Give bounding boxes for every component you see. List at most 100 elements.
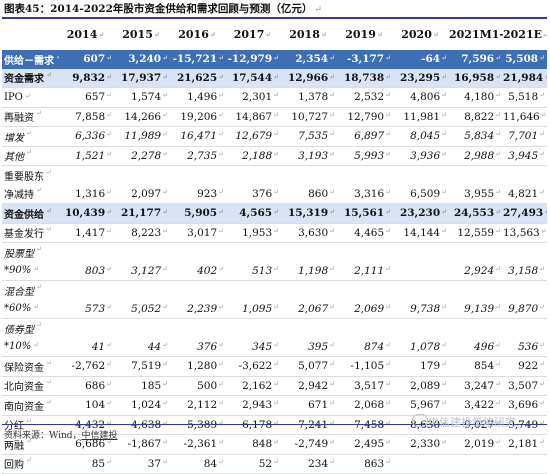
table-cell: 1,953↵	[226, 223, 281, 243]
table-cell: 1,024↵	[114, 395, 170, 416]
table-cell: 3,127↵	[114, 261, 170, 281]
table-cell: 14,867↵	[226, 107, 281, 127]
table-cell: 2,924↵	[449, 261, 503, 281]
table-row: 南向资金 ↵ 104↵ 1,024↵ 2,112↵ 2,943↵ 671↵ 2,068↵ 5,9…	[2, 395, 547, 416]
table-title: 图表45：2014-2022年股市资金供给和需求回顾与预测（亿元） ↵	[4, 3, 322, 15]
table-cell: 1,496↵	[170, 87, 226, 108]
table-cell: 607↵	[59, 50, 114, 69]
table-cell: 3,247↵	[449, 376, 503, 396]
table-cell: 5,905↵	[170, 203, 226, 224]
watermark: 中信建投策略研究	[428, 416, 516, 429]
table-cell: -3,622↵	[226, 356, 281, 377]
column-header: 2018↵	[281, 19, 337, 50]
table-cell: 21,177↵	[114, 203, 170, 224]
table-cell: 2,301↵	[226, 87, 281, 108]
table-cell: -2,749↵	[281, 434, 337, 455]
row-label: 净减持 ↵	[2, 184, 59, 204]
table-cell	[114, 243, 170, 262]
row-label: 南向资金 ↵	[2, 395, 59, 416]
row-label: 债券型 ↵	[4, 320, 42, 336]
table-cell: 1,198↵	[281, 261, 337, 281]
table-cell	[170, 166, 226, 185]
table-cell: 536↵	[503, 337, 547, 357]
table-cell: 2,943↵	[226, 395, 281, 416]
table-cell: 496↵	[449, 337, 503, 357]
table-cell: 14,266↵	[114, 107, 170, 127]
table-cell: 4,821↵	[503, 184, 547, 204]
column-header: 2015↵	[114, 19, 170, 50]
table-cell: 12,559↵	[449, 223, 503, 243]
table-cell: 10,439↵	[59, 203, 114, 224]
table-cell: 10,727↵	[281, 107, 337, 127]
table-cell: 1,095↵	[226, 299, 281, 319]
table-cell: 104↵	[59, 395, 114, 416]
table-cell: 2,067↵	[281, 299, 337, 319]
row-label: 其他 ↵	[2, 146, 59, 166]
table-cell: 5,967↵	[393, 395, 449, 416]
table-cell: 44↵	[114, 337, 170, 357]
table-cell	[59, 243, 114, 262]
table-row: *10% ↵ 41↵ 44↵ 376↵ 345↵ 395↵ 874↵ 1,078↵ 496↵ 536…	[2, 337, 547, 357]
table-cell: 13,563↵	[503, 223, 547, 243]
header-row: 2014↵ 2015↵ 2016↵ 2017↵ 2018↵ 2019↵ 2020↵ 2021M…	[2, 19, 547, 50]
table-cell: 686↵	[59, 376, 114, 396]
table-cell: -3,177↵	[337, 50, 393, 69]
table-cell	[393, 166, 449, 185]
source-link[interactable]: 中信建投	[81, 431, 118, 441]
table-cell	[503, 454, 547, 474]
table-cell: 21,625↵	[170, 68, 226, 88]
table-cell: 4,465↵	[337, 223, 393, 243]
table-cell: 345↵	[226, 337, 281, 357]
table-cell: 7,858↵	[59, 107, 114, 127]
column-header: 2021E↵	[503, 19, 547, 50]
table-cell: 922↵	[503, 356, 547, 377]
table-cell: 8,223↵	[114, 223, 170, 243]
table-cell: -12,979↵	[226, 50, 281, 69]
table-cell: 1,521↵	[59, 146, 114, 166]
table-cell: 2,988↵	[449, 146, 503, 166]
table-row: *90% ↵ 803↵ 3,127↵ 402↵ 513↵ 1,198↵ 2,111↵ 2,924…	[2, 261, 547, 281]
table-cell: 923↵	[170, 184, 226, 204]
row-label: 资金供给 ↵	[2, 203, 59, 224]
row-label: 混合型 ↵	[4, 282, 42, 298]
table-cell: 16,471↵	[170, 126, 226, 147]
table-cell: 9,139↵	[449, 299, 503, 319]
table-cell: 860↵	[281, 184, 337, 204]
table-row: 其他 ↵ 1,521↵ 2,278↵ 2,735↵ 2,188↵ 3,193↵ 5,993↵ 3…	[2, 146, 547, 166]
table-cell: 7,535↵	[281, 126, 337, 147]
table-cell: 5,518↵	[503, 87, 547, 108]
table-cell: 4,565↵	[226, 203, 281, 224]
table-cell: 11,646↵	[503, 107, 547, 127]
table-cell: 657↵	[59, 87, 114, 108]
row-label: *10% ↵	[2, 337, 59, 357]
table-cell	[281, 281, 337, 300]
table-cell: 15,319↵	[281, 203, 337, 224]
table-row: 供给－需求 ↵ 607↵ 3,240↵ -15,721↵ -12,979↵ 2,354↵ -3…	[2, 50, 547, 69]
table-row: 资金需求 ↵ 9,832↵ 17,937↵ 21,625↵ 17,544↵ 12,966↵ 1…	[2, 68, 547, 88]
table-cell	[281, 319, 337, 338]
table-cell: 85↵	[59, 454, 114, 474]
table-cell: 2,278↵	[114, 146, 170, 166]
table-cell: 14,144↵	[393, 223, 449, 243]
table-cell: 1,378↵	[281, 87, 337, 108]
table-cell	[393, 281, 449, 300]
table-cell: 5,077↵	[281, 356, 337, 377]
table-row: *60% ↵ 573↵ 5,052↵ 2,239↵ 1,095↵ 2,067↵ 2,069↵ 9…	[2, 299, 547, 319]
table-cell: 671↵	[281, 395, 337, 416]
table-row: IPO ↵ 657↵ 1,574↵ 1,496↵ 2,301↵ 1,378↵ 2,532↵ 4,…	[2, 87, 547, 108]
table-cell: 5,508↵	[503, 50, 547, 69]
table-cell: 3,936↵	[393, 146, 449, 166]
table-cell: 848↵	[226, 434, 281, 455]
table-cell: 2,330↵	[393, 434, 449, 455]
table-cell	[337, 319, 393, 338]
table-cell: 2,188↵	[226, 146, 281, 166]
table-cell: 1,574↵	[114, 87, 170, 108]
table-cell: 37↵	[114, 454, 170, 474]
table-cell	[393, 319, 449, 338]
table-cell: 9,738↵	[393, 299, 449, 319]
column-header: 2021M1-10↵	[449, 19, 503, 50]
table-cell: 2,162↵	[226, 376, 281, 396]
table-cell: 185↵	[114, 376, 170, 396]
table-cell: 3,422↵	[449, 395, 503, 416]
row-label: *60% ↵	[2, 299, 59, 319]
